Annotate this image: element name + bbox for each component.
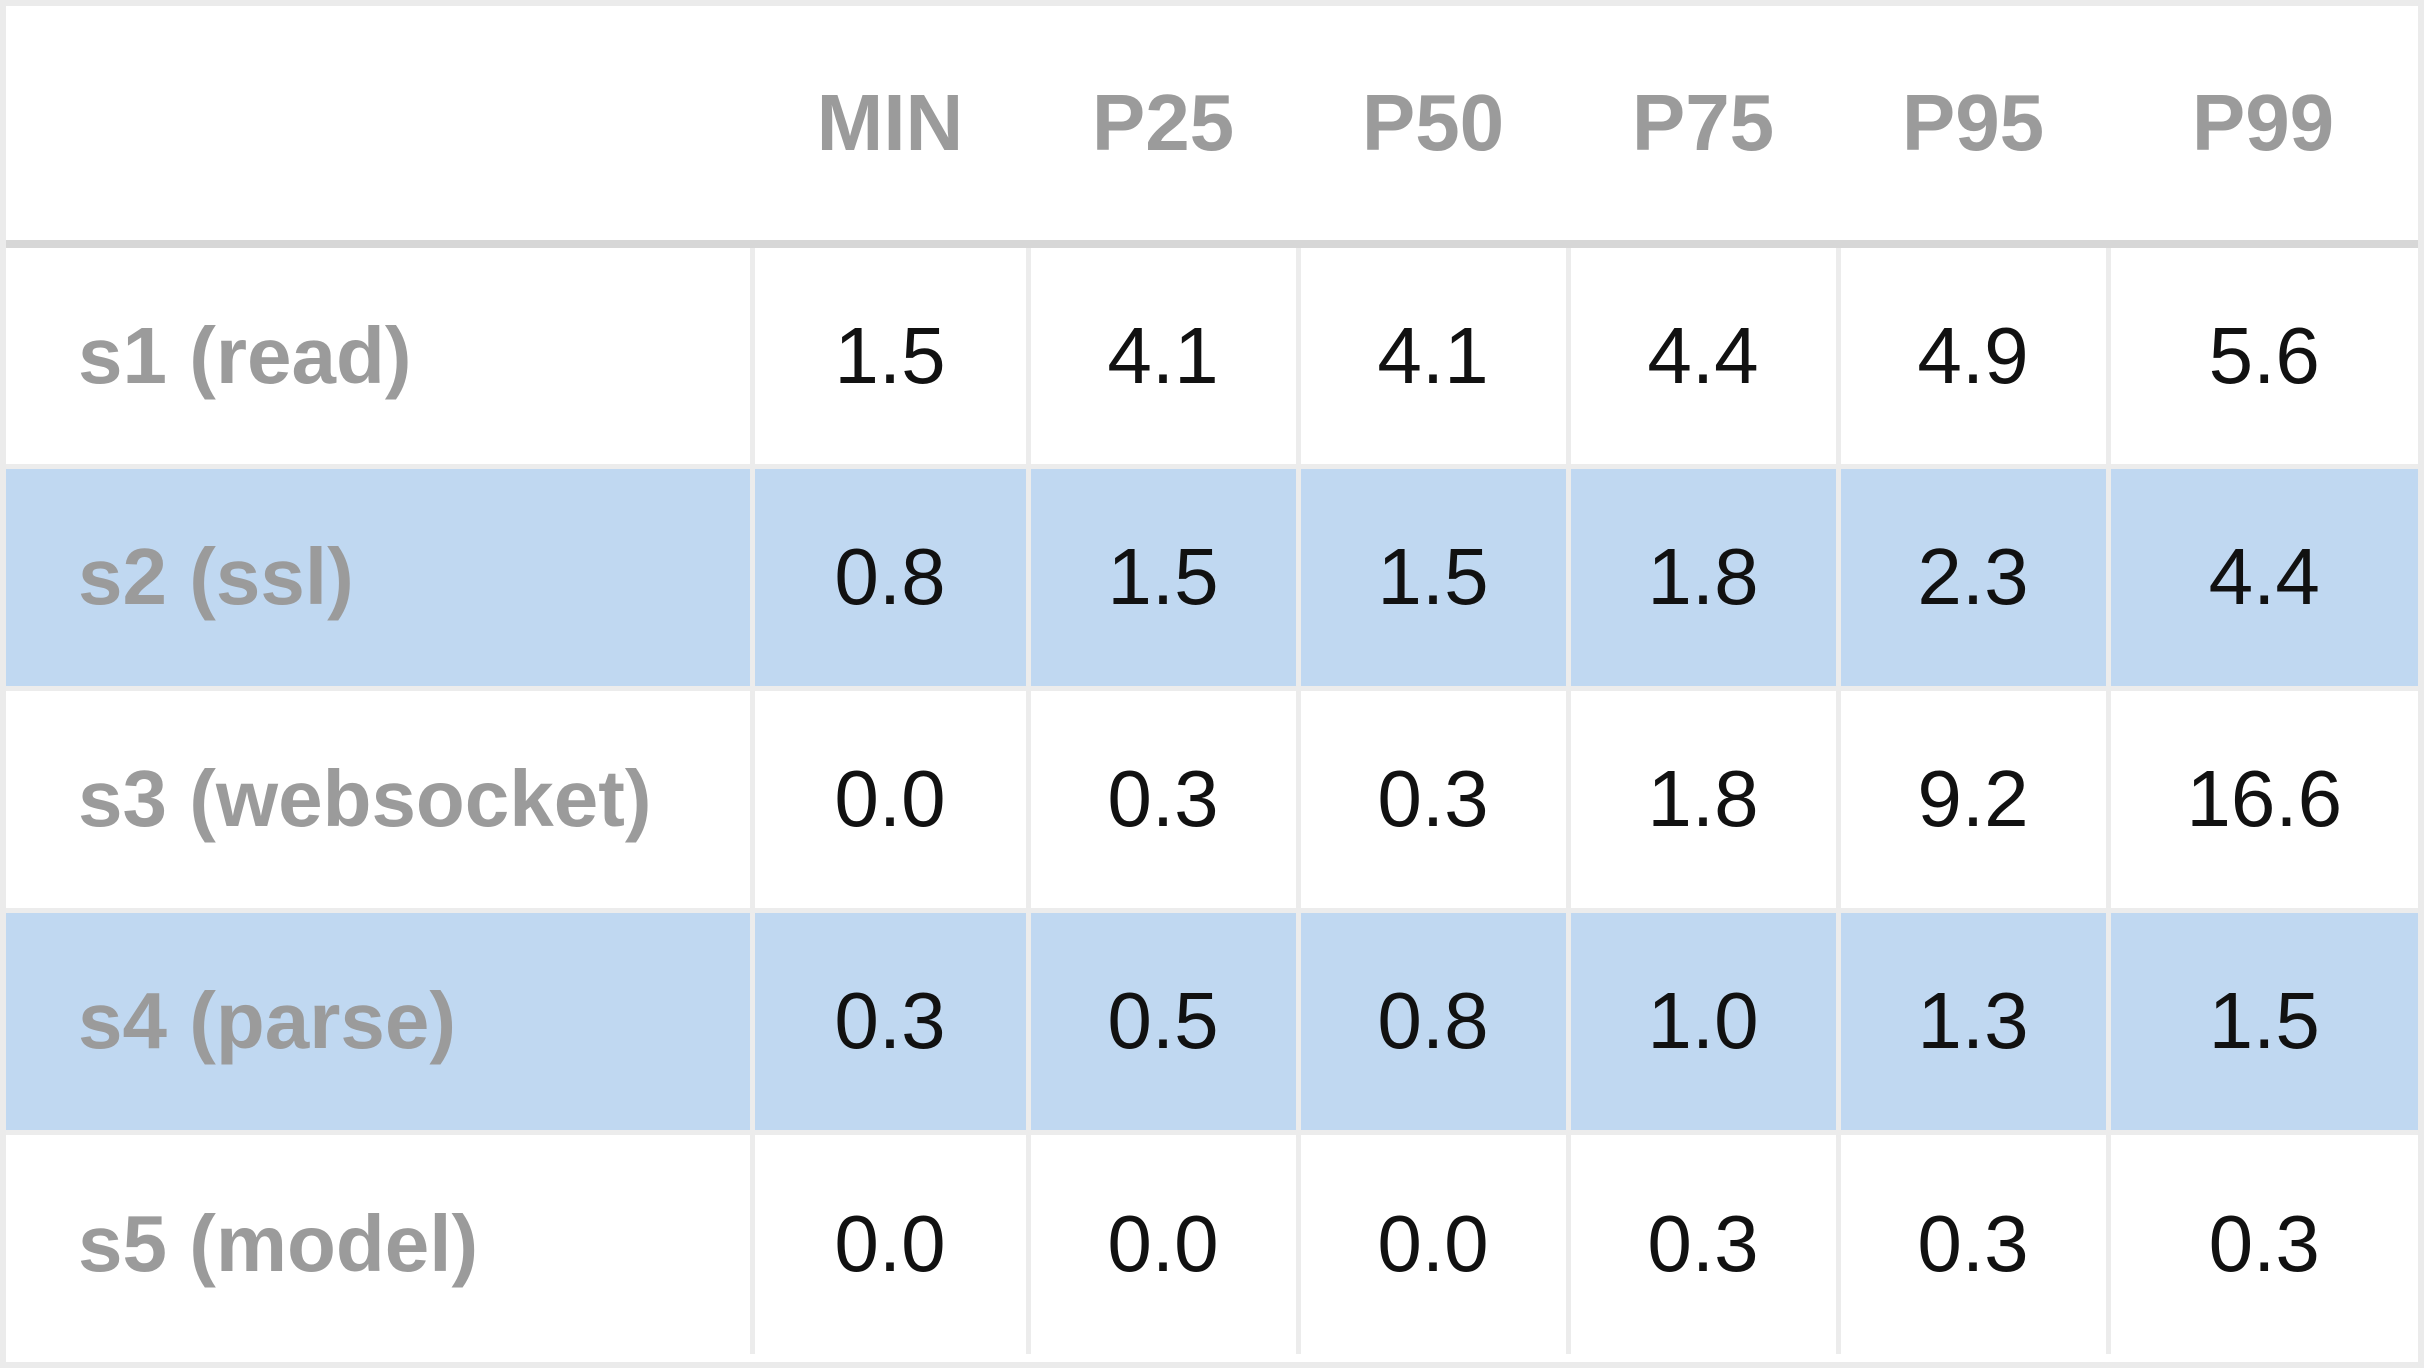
table-cell: 1.5: [749, 241, 1031, 469]
table-cell: 9.2: [1835, 685, 2111, 913]
table-cell: 0.0: [749, 685, 1031, 913]
row-label: s4 (parse): [6, 907, 755, 1135]
column-header-p99: P99: [2108, 6, 2418, 248]
table-cell: 4.4: [2105, 463, 2418, 691]
table-row-s4: s4 (parse) 0.3 0.5 0.8 1.0 1.3 1.5: [6, 907, 2418, 1135]
table-cell: 0.5: [1025, 907, 1301, 1135]
table-cell: 4.1: [1295, 241, 1571, 469]
table-cell: 0.3: [1565, 1129, 1841, 1354]
table-row-s1: s1 (read) 1.5 4.1 4.1 4.4 4.9 5.6: [6, 241, 2418, 469]
table-row-s5: s5 (model) 0.0 0.0 0.0 0.3 0.3 0.3: [6, 1129, 2418, 1354]
table-cell: 1.5: [1295, 463, 1571, 691]
row-label: s3 (websocket): [6, 685, 755, 913]
row-label: s2 (ssl): [6, 463, 755, 691]
header-row: MIN P25 P50 P75 P95 P99: [6, 6, 2418, 248]
column-header-p75: P75: [1568, 6, 1838, 248]
table-cell: 0.0: [1025, 1129, 1301, 1354]
table-cell: 16.6: [2105, 685, 2418, 913]
table-cell: 1.5: [2105, 907, 2418, 1135]
table-cell: 0.0: [1295, 1129, 1571, 1354]
table-row-s2: s2 (ssl) 0.8 1.5 1.5 1.8 2.3 4.4: [6, 463, 2418, 691]
row-label: s1 (read): [6, 241, 755, 469]
percentile-table: MIN P25 P50 P75 P95 P99 s1 (read) 1.5 4.…: [6, 6, 2418, 1354]
column-header-p50: P50: [1298, 6, 1568, 248]
table-cell: 0.3: [1295, 685, 1571, 913]
table-cell: 1.8: [1565, 463, 1841, 691]
column-header-p95: P95: [1838, 6, 2108, 248]
table-cell: 0.3: [1835, 1129, 2111, 1354]
table-cell: 1.5: [1025, 463, 1301, 691]
table-cell: 0.8: [1295, 907, 1571, 1135]
table-cell: 5.6: [2105, 241, 2418, 469]
table-cell: 0.3: [1025, 685, 1301, 913]
table-cell: 0.3: [2105, 1129, 2418, 1354]
table-cell: 2.3: [1835, 463, 2111, 691]
column-header-p25: P25: [1028, 6, 1298, 248]
table-cell: 4.9: [1835, 241, 2111, 469]
table-cell: 0.3: [749, 907, 1031, 1135]
table-cell: 0.0: [749, 1129, 1031, 1354]
row-label: s5 (model): [6, 1129, 755, 1354]
table-row-s3: s3 (websocket) 0.0 0.3 0.3 1.8 9.2 16.6: [6, 685, 2418, 913]
table-cell: 1.3: [1835, 907, 2111, 1135]
header-corner: [6, 6, 752, 248]
table-cell: 0.8: [749, 463, 1031, 691]
table-cell: 4.1: [1025, 241, 1301, 469]
column-header-min: MIN: [752, 6, 1028, 248]
table-cell: 4.4: [1565, 241, 1841, 469]
table-cell: 1.8: [1565, 685, 1841, 913]
table-cell: 1.0: [1565, 907, 1841, 1135]
